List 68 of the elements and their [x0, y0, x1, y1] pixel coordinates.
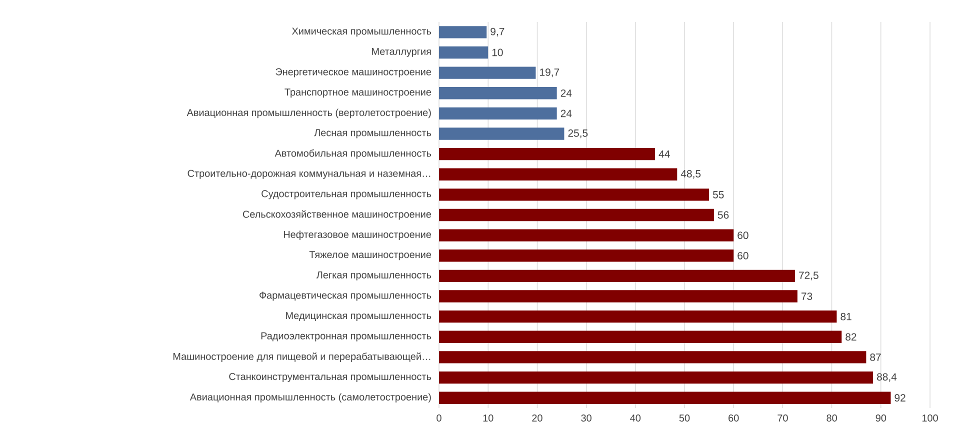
bar — [439, 270, 795, 282]
data-label: 60 — [738, 252, 748, 260]
x-tick-label: 30 — [581, 414, 592, 422]
data-label: 72,5 — [799, 272, 818, 280]
y-tick-label: Энергетическое машиностроение — [276, 68, 432, 78]
bar — [439, 188, 710, 201]
y-tick-label: Медицинская промышленность — [286, 312, 432, 322]
data-label: 9,7 — [490, 28, 504, 36]
x-tick-label: 60 — [728, 414, 739, 422]
y-tick-label: Фармацевтическая промышленность — [260, 292, 432, 301]
bar — [439, 66, 536, 79]
data-label: 81 — [840, 312, 852, 320]
x-tick-label: 90 — [876, 414, 886, 422]
data-label: 44 — [658, 150, 670, 158]
bar — [439, 310, 837, 323]
bar — [439, 168, 678, 180]
y-tick-label: Авиационная промышленность (вертолетостроение) — [186, 108, 431, 118]
bar — [439, 128, 564, 140]
data-label: 56 — [718, 211, 729, 219]
y-tick-label: Лесная промышленность — [314, 129, 432, 138]
y-tick-label: Авиационная промышленность (самолетостроение) — [190, 393, 431, 402]
y-tick-label: Нефтегазовое машиностроение — [284, 230, 432, 240]
bar — [439, 371, 874, 384]
data-label: 88,4 — [877, 373, 897, 382]
bar — [439, 330, 842, 343]
data-label: 24 — [560, 89, 572, 97]
y-tick-label: Машиностроение для пищевой и перерабатывающей… — [173, 352, 430, 362]
y-tick-label: Радиоэлектронная промышленность — [261, 332, 432, 342]
bar — [439, 148, 656, 160]
x-tick-label: 0 — [436, 414, 442, 422]
y-tick-label: Легкая промышленность — [316, 271, 432, 280]
y-tick-label: Строительно-дорожная коммунальная и наземная… — [188, 170, 430, 179]
bar — [439, 351, 866, 364]
data-label: 92 — [894, 394, 906, 402]
data-label: 19,7 — [540, 68, 560, 78]
bar — [439, 107, 557, 120]
data-label: 82 — [846, 333, 856, 341]
y-tick-label: Тяжелое машиностроение — [309, 251, 432, 260]
x-tick-label: 70 — [778, 414, 788, 422]
y-tick-label: Автомобильная промышленность — [274, 149, 432, 159]
x-tick-label: 10 — [483, 414, 494, 422]
data-label: 25,5 — [568, 129, 588, 138]
data-label: 24 — [560, 110, 572, 118]
x-tick-label: 20 — [532, 414, 542, 422]
data-label: 87 — [870, 354, 881, 361]
data-label: 10 — [492, 48, 503, 56]
bar — [439, 229, 734, 242]
bar — [439, 46, 488, 59]
bar — [439, 26, 487, 38]
x-tick-label: 40 — [630, 414, 641, 422]
x-tick-label: 80 — [826, 414, 837, 422]
y-tick-label: Транспортное машиностроение — [284, 88, 432, 98]
bar — [439, 290, 798, 302]
y-tick-label: Сельскохозяйственное машиностроение — [242, 210, 432, 220]
bar — [439, 208, 714, 222]
x-tick-label: 50 — [679, 414, 690, 422]
data-label: 55 — [713, 191, 724, 198]
y-tick-label: Станкоинструментальная промышленность — [229, 373, 432, 382]
y-tick-label: Химическая промышленность — [292, 28, 432, 37]
x-tick-label: 100 — [922, 414, 938, 422]
bar — [439, 87, 557, 100]
bar — [439, 250, 734, 262]
bar — [439, 392, 891, 404]
data-label: 60 — [738, 232, 748, 240]
y-tick-label: Судостроительная промышленность — [262, 190, 432, 200]
data-label: 48,5 — [680, 170, 701, 179]
y-tick-label: Металлургия — [372, 48, 431, 57]
data-label: 73 — [801, 292, 812, 300]
